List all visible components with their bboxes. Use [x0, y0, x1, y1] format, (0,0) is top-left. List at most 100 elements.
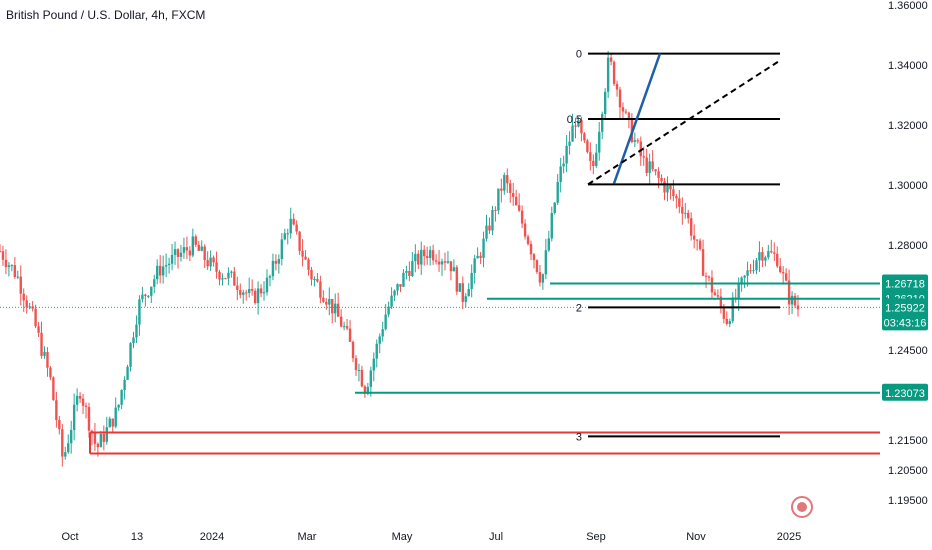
- candle-body: [342, 326, 346, 328]
- candle-body: [621, 107, 625, 112]
- time-axis: Oct 13 2024 Mar May Jul Sep Nov 2025: [61, 531, 801, 543]
- candle-body: [663, 181, 666, 193]
- candle-body: [449, 261, 453, 272]
- candle-body: [375, 343, 378, 359]
- candle-body: [544, 250, 548, 275]
- candle-body: [96, 443, 100, 448]
- candle-body: [773, 252, 776, 254]
- candle-body: [746, 270, 749, 276]
- candle-body: [547, 238, 551, 251]
- y-tick-label: 1.32000: [888, 120, 928, 132]
- candle-body: [690, 218, 693, 236]
- candle-body: [197, 244, 200, 251]
- candle-body: [129, 343, 132, 367]
- candle-body: [737, 283, 740, 300]
- candle-body: [366, 386, 370, 394]
- candle-body: [725, 318, 729, 324]
- candle-body: [72, 404, 76, 431]
- fib-level-label: 0.5: [567, 114, 582, 126]
- fib-level-label: 2: [576, 302, 582, 314]
- candle-body: [188, 250, 192, 256]
- candle-body: [452, 267, 456, 272]
- candle-body: [713, 292, 717, 296]
- x-tick-label: May: [392, 531, 413, 543]
- current-price-badge: [882, 298, 928, 331]
- candle-body: [627, 112, 631, 119]
- candle-body: [120, 390, 123, 405]
- candle-body: [328, 298, 331, 305]
- candle-body: [247, 289, 251, 293]
- candle-body: [99, 433, 103, 448]
- candle-body: [675, 196, 678, 199]
- candle-body: [236, 285, 239, 290]
- x-tick-label: 2025: [777, 531, 801, 543]
- candle-body: [292, 218, 295, 225]
- candle-body: [138, 299, 141, 325]
- candle-body: [402, 272, 405, 287]
- candle-body: [698, 240, 702, 250]
- candle-body: [660, 177, 663, 182]
- candle-body: [144, 294, 147, 296]
- candle-body: [431, 250, 435, 261]
- y-tick-label: 1.28000: [888, 240, 928, 252]
- candle-body: [559, 166, 562, 182]
- candle-body: [25, 300, 28, 308]
- candle-body: [67, 443, 70, 453]
- candle-body: [446, 261, 450, 263]
- candle-body: [158, 265, 162, 276]
- candle-body: [461, 283, 464, 302]
- candle-body: [684, 212, 687, 214]
- candle-body: [191, 236, 195, 256]
- candle-body: [707, 276, 711, 278]
- candle-body: [624, 111, 628, 113]
- candle-body: [286, 233, 289, 235]
- candle-body: [227, 272, 230, 279]
- candle-body: [179, 252, 183, 257]
- candle-body: [161, 266, 165, 276]
- candle-body: [710, 277, 714, 293]
- candle-body: [758, 252, 761, 261]
- candle-body: [268, 276, 272, 278]
- candle-body: [316, 278, 319, 282]
- candle-body: [212, 257, 215, 263]
- candle-body: [265, 277, 269, 293]
- fib-level-label: 3: [576, 431, 582, 443]
- candle-body: [506, 175, 509, 184]
- candle-body: [532, 254, 536, 261]
- candle-body: [156, 265, 159, 280]
- candle-body: [500, 188, 503, 191]
- candle-body: [75, 395, 79, 405]
- candle-body: [304, 256, 307, 260]
- candle-body: [784, 273, 788, 281]
- x-tick-label: Nov: [686, 531, 706, 543]
- candle-body: [781, 272, 785, 274]
- candle-body: [488, 225, 491, 231]
- candle-body: [301, 250, 304, 257]
- candle-body: [458, 283, 462, 292]
- candle-body: [69, 430, 73, 444]
- candle-body: [49, 367, 52, 378]
- y-tick-label: 1.24500: [888, 345, 928, 357]
- candle-body: [387, 306, 390, 315]
- x-tick-label: Jul: [489, 531, 503, 543]
- candle-body: [681, 206, 684, 214]
- candle-body: [538, 272, 542, 283]
- candle-body: [414, 253, 417, 262]
- candle-body: [354, 358, 358, 371]
- candle-body: [13, 265, 17, 277]
- candle-body: [672, 189, 675, 197]
- candle-body: [19, 276, 22, 294]
- candle-body: [102, 433, 106, 442]
- candle-body: [384, 314, 387, 330]
- candle-body: [731, 297, 734, 322]
- overlays-group: 0 0.5 2 3: [0, 49, 880, 455]
- candle-body: [719, 296, 723, 307]
- candle-body: [259, 288, 263, 294]
- candle-body: [586, 140, 589, 153]
- candle-body: [0, 251, 2, 252]
- candle-body: [692, 235, 696, 240]
- candle-body: [7, 265, 11, 268]
- candle-body: [598, 131, 601, 153]
